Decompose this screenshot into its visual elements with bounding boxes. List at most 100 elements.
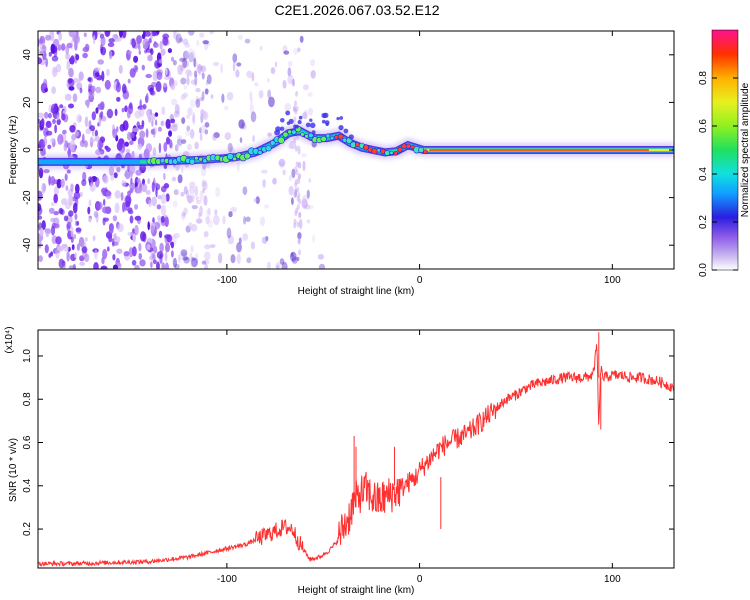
noise-speckle (38, 118, 41, 124)
noise-speckle (290, 252, 294, 257)
ridge-blob (324, 120, 330, 125)
noise-speckle (98, 117, 101, 127)
noise-speckle (184, 51, 190, 60)
noise-speckle (202, 188, 206, 194)
noise-speckle (91, 85, 96, 93)
noise-speckle (127, 78, 131, 84)
noise-speckle (174, 31, 178, 41)
noise-speckle (141, 183, 148, 193)
noise-speckle (171, 250, 174, 258)
noise-speckle (182, 38, 189, 45)
noise-speckle (166, 234, 173, 243)
noise-speckle (100, 265, 108, 269)
noise-speckle (38, 239, 42, 249)
noise-speckle (318, 263, 326, 269)
noise-speckle (189, 98, 196, 108)
noise-speckle (161, 262, 165, 269)
noise-speckle (149, 109, 153, 116)
noise-speckle (237, 34, 243, 40)
noise-speckle (45, 57, 48, 68)
noise-speckle (205, 208, 211, 220)
noise-speckle (79, 261, 86, 266)
noise-speckle (213, 61, 220, 67)
noise-speckle (112, 264, 118, 269)
ridge-blob (308, 132, 314, 139)
noise-speckle (75, 183, 80, 194)
noise-speckle (189, 181, 196, 189)
noise-speckle (50, 202, 55, 206)
noise-speckle (180, 77, 187, 85)
noise-speckle (194, 75, 198, 86)
colorbar-tick-label: 0.4 (698, 167, 709, 181)
noise-speckle (95, 86, 102, 94)
noise-speckle (297, 148, 301, 155)
noise-speckle (294, 108, 298, 115)
noise-speckle (94, 177, 100, 188)
ridge-blob (336, 117, 340, 121)
noise-speckle (203, 231, 209, 238)
noise-speckle (53, 223, 60, 229)
spectrogram-ytick-label: 20 (22, 96, 33, 108)
noise-speckle (129, 68, 136, 78)
noise-speckle (51, 86, 56, 94)
noise-speckle (289, 140, 296, 150)
noise-speckle (165, 136, 171, 145)
noise-speckle (182, 50, 189, 60)
ridge-blob (280, 118, 285, 123)
snr-xtick-label: 0 (417, 574, 423, 585)
noise-speckle (188, 186, 195, 195)
noise-speckle (191, 50, 196, 60)
noise-speckle (129, 132, 135, 138)
noise-speckle (70, 55, 75, 65)
noise-speckle (50, 217, 56, 223)
noise-speckle (159, 40, 163, 50)
noise-speckle (66, 251, 70, 262)
noise-speckle (87, 77, 92, 82)
noise-speckle (291, 256, 298, 264)
spectrogram-ticks: -100 0 100 -40 -20 0 20 40 (22, 31, 674, 286)
noise-speckle (38, 190, 43, 201)
noise-speckle (287, 60, 293, 67)
noise-speckle (298, 198, 302, 205)
noise-speckle (137, 125, 144, 130)
snr-ticks: -100 0 100 0.2 0.4 0.6 0.8 1.0 (22, 330, 674, 585)
ridge-blob (333, 134, 339, 140)
noise-speckle (135, 66, 138, 71)
noise-speckle (134, 224, 139, 236)
noise-speckle (249, 91, 253, 101)
ridge-blob (338, 125, 344, 131)
noise-speckle (183, 186, 188, 195)
noise-speckle (194, 60, 198, 67)
noise-speckle (58, 32, 63, 41)
noise-speckle (201, 91, 205, 101)
noise-speckle (95, 201, 103, 210)
noise-speckle (245, 216, 251, 222)
noise-speckle (103, 198, 106, 206)
noise-speckle (160, 48, 166, 56)
noise-speckle (195, 98, 201, 109)
ridge-blob (393, 151, 398, 156)
noise-speckle (114, 190, 121, 199)
spectrogram-ytick-label: -20 (22, 190, 33, 205)
snr-ytick-label: 0.6 (22, 435, 33, 449)
noise-speckle (94, 135, 100, 142)
noise-speckle (196, 63, 203, 74)
noise-speckle (267, 89, 272, 99)
noise-speckle (181, 210, 186, 221)
noise-speckle (170, 84, 175, 91)
noise-speckle (199, 127, 202, 134)
noise-speckle (163, 142, 168, 152)
noise-speckle (195, 87, 201, 93)
noise-speckle (253, 198, 257, 203)
noise-speckle (105, 206, 112, 214)
noise-speckle (171, 98, 178, 106)
ridge-blob (321, 112, 327, 119)
colorbar-tick-label: 0.6 (698, 119, 709, 133)
noise-speckle (175, 37, 182, 45)
noise-speckle (112, 128, 118, 139)
noise-speckle (100, 46, 107, 56)
noise-speckle (41, 182, 46, 194)
noise-speckle (187, 107, 193, 116)
noise-speckle (83, 32, 87, 38)
ridge-blob (304, 133, 310, 139)
